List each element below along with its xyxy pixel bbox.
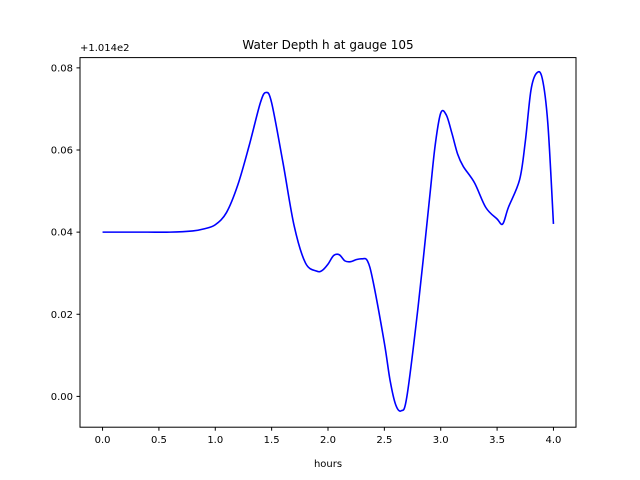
x-tick-label-2: 1.0 [207,435,223,446]
x-tick-label-1: 0.5 [151,435,167,446]
y-tick-label-2: 0.04 [51,228,73,239]
y-tick-label-3: 0.06 [51,146,73,157]
x-axis-label: hours [314,459,342,470]
x-tick-label-7: 3.5 [489,435,505,446]
x-tick-label-0: 0.0 [95,435,111,446]
x-tick-label-5: 2.5 [376,435,392,446]
plot-frame [79,57,577,428]
y-tick-label-4: 0.08 [51,63,73,74]
series-line-0 [102,70,555,412]
y-tick-label-0: 0.00 [51,392,73,403]
chart-title: Water Depth h at gauge 105 [242,38,413,52]
x-tick-label-4: 2.0 [320,435,336,446]
y-tick-label-1: 0.02 [51,310,73,321]
y-offset-label: +1.014e2 [80,43,130,54]
x-tick-label-3: 1.5 [264,435,280,446]
x-tick-label-6: 3.0 [433,435,449,446]
x-tick-label-8: 4.0 [546,435,562,446]
